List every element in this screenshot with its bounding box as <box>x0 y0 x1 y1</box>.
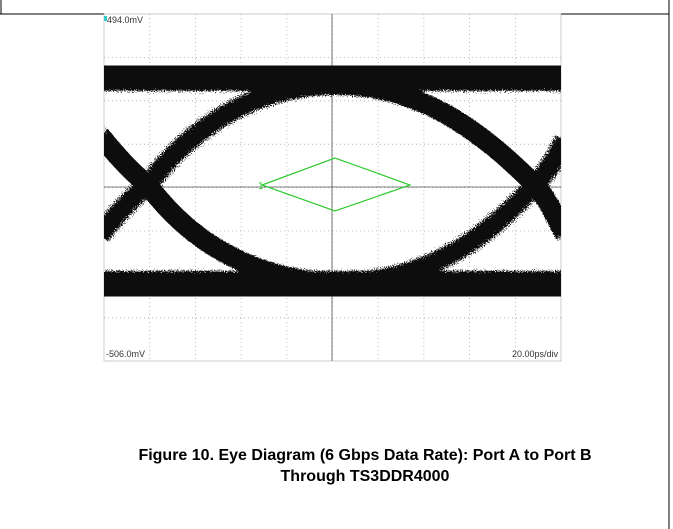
timebase: 20.00ps/div <box>512 349 559 359</box>
bottom-voltage: -506.0mV <box>106 349 145 359</box>
mask <box>260 157 412 212</box>
caption-line1: Figure 10. Eye Diagram (6 Gbps Data Rate… <box>138 447 592 464</box>
top-voltage: 494.0mV <box>107 15 143 25</box>
channel-marker <box>104 16 107 21</box>
mask-marker: 1 <box>258 181 264 192</box>
eye-traces <box>104 61 561 301</box>
caption-line2: Through TS3DDR4000 <box>280 468 450 485</box>
